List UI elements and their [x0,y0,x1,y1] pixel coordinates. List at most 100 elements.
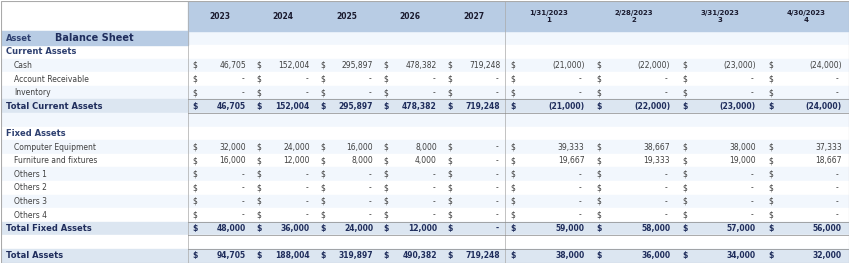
Text: $: $ [447,251,452,260]
Text: -: - [305,183,308,192]
Text: 16,000: 16,000 [347,143,373,152]
Text: Others 1: Others 1 [14,170,47,179]
Text: $: $ [320,156,325,165]
Text: 19,333: 19,333 [643,156,670,165]
Bar [2,86,848,100]
Text: -: - [665,88,667,97]
Text: 8,000: 8,000 [415,143,437,152]
Text: $: $ [683,251,688,260]
Text: $: $ [511,224,516,233]
Text: -: - [665,74,667,83]
Text: 36,000: 36,000 [641,251,670,260]
Text: $: $ [383,251,388,260]
Text: 38,667: 38,667 [643,143,670,152]
Text: $: $ [447,102,452,111]
Text: -: - [751,170,753,179]
Text: 2023: 2023 [209,12,230,21]
Text: $: $ [768,74,773,83]
Text: $: $ [768,143,773,152]
Bar [2,181,848,195]
Text: $: $ [768,156,773,165]
Text: $: $ [193,156,198,165]
Text: $: $ [193,74,198,83]
Text: $: $ [193,224,198,233]
Bar [2,127,848,140]
Text: $: $ [447,74,452,83]
Bar [2,113,848,127]
Text: $: $ [383,143,388,152]
Text: -: - [241,210,245,219]
Text: -: - [751,210,753,219]
Text: 24,000: 24,000 [283,143,309,152]
Bar [2,249,848,263]
Text: 18,667: 18,667 [815,156,842,165]
Text: -: - [496,197,499,206]
Text: $: $ [383,74,388,83]
Text: -: - [579,74,581,83]
Text: 24,000: 24,000 [344,224,373,233]
Text: $: $ [383,210,388,219]
Text: Furniture and fixtures: Furniture and fixtures [14,156,98,165]
Text: 478,382: 478,382 [402,102,437,111]
Text: Total Current Assets: Total Current Assets [6,102,102,111]
Text: $: $ [683,183,687,192]
Text: $: $ [768,61,773,70]
Text: $: $ [511,61,515,70]
Text: $: $ [683,156,687,165]
Text: -: - [836,197,839,206]
Text: $: $ [193,251,198,260]
Bar [2,195,848,208]
Text: -: - [836,210,839,219]
Text: -: - [751,197,753,206]
Bar [506,1,848,31]
Text: -: - [579,197,581,206]
Text: 188,004: 188,004 [275,251,309,260]
Text: $: $ [320,102,326,111]
Text: $: $ [768,197,773,206]
Text: 38,000: 38,000 [729,143,756,152]
Bar [2,222,848,235]
Text: $: $ [447,61,452,70]
Text: Fixed Assets: Fixed Assets [6,129,65,138]
Text: $: $ [193,197,198,206]
Text: $: $ [597,143,601,152]
Text: -: - [369,197,371,206]
Text: $: $ [193,61,198,70]
Text: $: $ [511,251,516,260]
Text: 4/30/2023
4: 4/30/2023 4 [786,10,825,23]
Text: 1/31/2023
1: 1/31/2023 1 [529,10,568,23]
Text: 719,248: 719,248 [466,251,501,260]
Text: -: - [665,183,667,192]
Text: 478,382: 478,382 [405,61,437,70]
Text: $: $ [511,156,515,165]
Text: Balance Sheet: Balance Sheet [55,33,134,43]
Text: $: $ [383,224,388,233]
Text: -: - [241,170,245,179]
Text: 719,248: 719,248 [469,61,501,70]
Text: -: - [369,88,371,97]
Text: (24,000): (24,000) [809,61,842,70]
Text: -: - [836,88,839,97]
Text: 490,382: 490,382 [402,251,437,260]
Text: $: $ [683,74,687,83]
Text: $: $ [447,197,452,206]
Text: (22,000): (22,000) [634,102,670,111]
Text: -: - [496,143,499,152]
Text: -: - [241,183,245,192]
Text: $: $ [257,156,261,165]
Text: -: - [305,210,308,219]
Text: (22,000): (22,000) [638,61,670,70]
Text: (23,000): (23,000) [720,102,756,111]
Text: 32,000: 32,000 [813,251,842,260]
Text: Others 2: Others 2 [14,183,47,192]
Text: $: $ [683,61,687,70]
Text: $: $ [320,61,325,70]
Text: $: $ [511,170,515,179]
Text: Others 3: Others 3 [14,197,47,206]
Text: (24,000): (24,000) [806,102,842,111]
Text: $: $ [768,170,773,179]
Text: $: $ [383,61,388,70]
Text: Total Assets: Total Assets [6,251,63,260]
Bar [2,31,188,45]
Text: (21,000): (21,000) [548,102,585,111]
